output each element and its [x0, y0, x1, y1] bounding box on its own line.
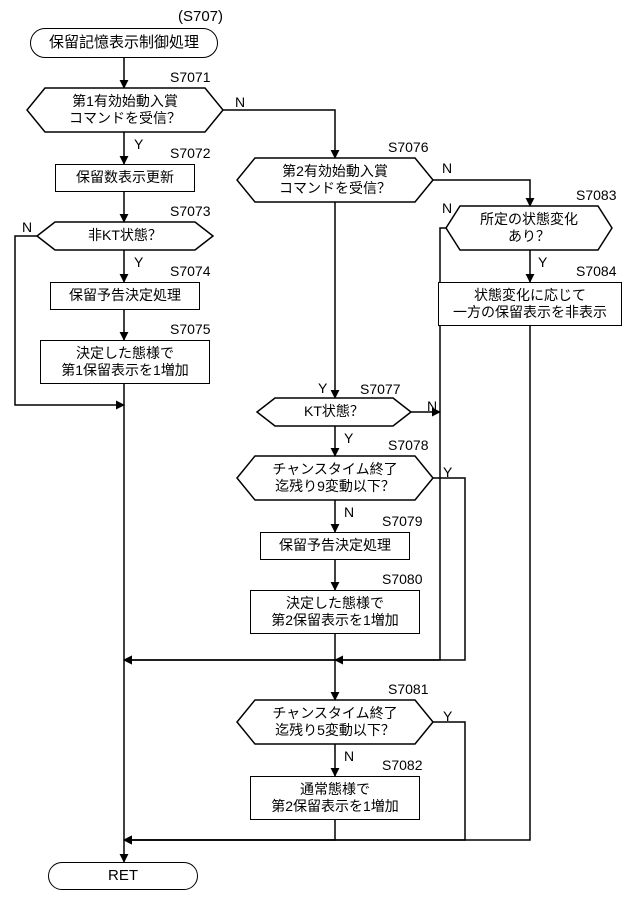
s7079: 保留予告決定処理 [260, 532, 410, 560]
branch-label: Y [318, 380, 327, 396]
branch-label: Y [134, 136, 143, 152]
branch-label: Y [538, 254, 547, 270]
step-label: S7084 [576, 263, 616, 279]
branch-label: N [442, 200, 452, 216]
s7080: 決定した態様で 第2保留表示を1増加 [250, 590, 420, 634]
branch-label: N [427, 398, 437, 414]
branch-label: Y [443, 464, 452, 480]
start: 保留記憶表示制御処理 [30, 28, 218, 58]
edge [223, 110, 335, 158]
branch-label: Y [443, 708, 452, 724]
s7083-label: 所定の状態変化 あり？ [460, 206, 598, 250]
ret: RET [48, 862, 198, 890]
s7078-label: チャンスタイム終了 迄残り9変動以下？ [255, 456, 415, 500]
step-label: S7078 [388, 437, 428, 453]
branch-label: Y [344, 430, 353, 446]
branch-label: N [344, 748, 354, 764]
s7072: 保留数表示更新 [55, 164, 195, 192]
s7076-label: 第2有効始動入賞 コマンドを受信？ [255, 158, 415, 202]
edge [124, 634, 335, 660]
edge [124, 820, 335, 840]
branch-label: N [235, 94, 245, 110]
s7073-label: 非KT状態？ [55, 222, 195, 250]
step-label: S7074 [170, 263, 210, 279]
step-label: S7081 [388, 681, 428, 697]
step-label: S7076 [388, 139, 428, 155]
step-label: S7083 [576, 187, 616, 203]
branch-label: N [344, 504, 354, 520]
step-label: S7079 [382, 513, 422, 529]
branch-label: N [442, 160, 452, 176]
s7077-label: KT状態？ [275, 398, 393, 426]
s7071-label: 第1有効始動入賞 コマンドを受信？ [45, 88, 205, 132]
step-label: S7072 [170, 145, 210, 161]
s7075: 決定した態様で 第1保留表示を1増加 [40, 340, 210, 384]
edges-layer [0, 0, 640, 903]
step-label: S7082 [382, 757, 422, 773]
branch-label: Y [134, 254, 143, 270]
step-label: S7077 [360, 381, 400, 397]
figure-number: (S707) [178, 8, 223, 25]
branch-label: N [22, 219, 32, 235]
step-label: S7075 [170, 321, 210, 337]
s7074: 保留予告決定処理 [50, 282, 200, 310]
step-label: S7073 [170, 203, 210, 219]
step-label: S7071 [170, 69, 210, 85]
s7081-label: チャンスタイム終了 迄残り5変動以下？ [255, 700, 415, 744]
step-label: S7080 [382, 571, 422, 587]
s7084: 状態変化に応じて 一方の保留表示を非表示 [438, 282, 622, 326]
s7082: 通常態様で 第2保留表示を1増加 [250, 776, 420, 820]
